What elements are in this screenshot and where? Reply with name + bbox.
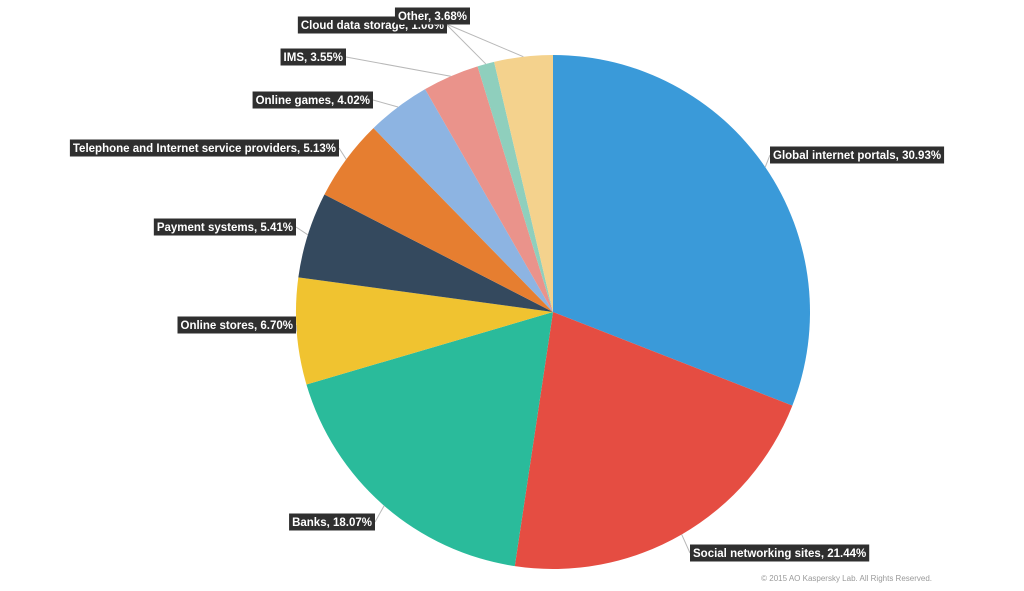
slice-label-background	[394, 7, 470, 25]
leader-line-banks	[374, 505, 385, 523]
leader-lines-layer	[295, 24, 771, 554]
leader-line-ims	[345, 56, 451, 77]
slice-label-text: Telephone and Internet service providers…	[73, 143, 336, 155]
slice-label-banks: Banks, 18.07%	[289, 513, 375, 531]
slice-label-text: Online games, 4.02%	[256, 95, 370, 107]
slice-label-other: Other, 3.68%	[394, 7, 470, 25]
slice-label-text: Payment systems, 5.41%	[157, 222, 293, 234]
pie-slice-social-networking-sites	[514, 312, 793, 569]
slice-label-text: Global internet portals, 30.93%	[773, 150, 941, 162]
pie-slice-ims	[425, 66, 553, 312]
leader-line-telephone-and-internet-service-providers	[338, 147, 347, 160]
slice-label-telephone-and-internet-service-providers: Telephone and Internet service providers…	[69, 139, 339, 157]
leader-line-other	[447, 24, 524, 58]
pie-slice-telephone-and-internet-service-providers	[324, 128, 553, 312]
slice-label-online-stores: Online stores, 6.70%	[177, 316, 296, 334]
slice-label-ims: IMS, 3.55%	[280, 48, 346, 66]
pie-slice-cloud-data-storage	[477, 61, 553, 312]
slice-label-background	[177, 316, 296, 334]
slice-label-payment-systems: Payment systems, 5.41%	[153, 218, 296, 236]
slice-label-text: Social networking sites, 21.44%	[693, 548, 866, 560]
slice-label-background	[280, 48, 346, 66]
leader-line-online-stores	[295, 324, 298, 332]
leader-line-payment-systems	[295, 226, 309, 236]
slice-label-background	[69, 139, 339, 157]
leader-line-social-networking-sites	[681, 534, 691, 554]
pie-slice-payment-systems	[298, 194, 553, 312]
labels-layer: Global internet portals, 30.93% Social ne…	[69, 7, 945, 562]
pie-slice-other	[494, 55, 553, 312]
copyright-notice: © 2015 AO Kaspersky Lab. All Rights Rese…	[761, 574, 932, 583]
slice-label-background	[690, 544, 870, 562]
pie-slice-online-stores	[296, 277, 553, 385]
pie-slice-banks	[306, 312, 553, 567]
slice-label-background	[252, 91, 373, 109]
slices-layer	[296, 55, 810, 569]
leader-line-online-games	[372, 99, 399, 108]
pie-slice-online-games	[373, 89, 553, 313]
pie-slice-global-internet-portals	[553, 55, 810, 406]
slice-label-text: Banks, 18.07%	[292, 517, 372, 529]
leader-line-cloud-data-storage	[446, 24, 487, 65]
slice-label-background	[289, 513, 375, 531]
slice-label-social-networking-sites: Social networking sites, 21.44%	[690, 544, 870, 562]
slice-label-text: Online stores, 6.70%	[181, 320, 294, 332]
slice-label-background	[770, 146, 945, 164]
slice-label-background	[153, 218, 296, 236]
leader-line-global-internet-portals	[764, 154, 771, 168]
slice-label-text: Other, 3.68%	[398, 11, 467, 23]
slice-label-global-internet-portals: Global internet portals, 30.93%	[770, 146, 945, 164]
slice-label-online-games: Online games, 4.02%	[252, 91, 373, 109]
slice-label-text: IMS, 3.55%	[284, 52, 343, 64]
